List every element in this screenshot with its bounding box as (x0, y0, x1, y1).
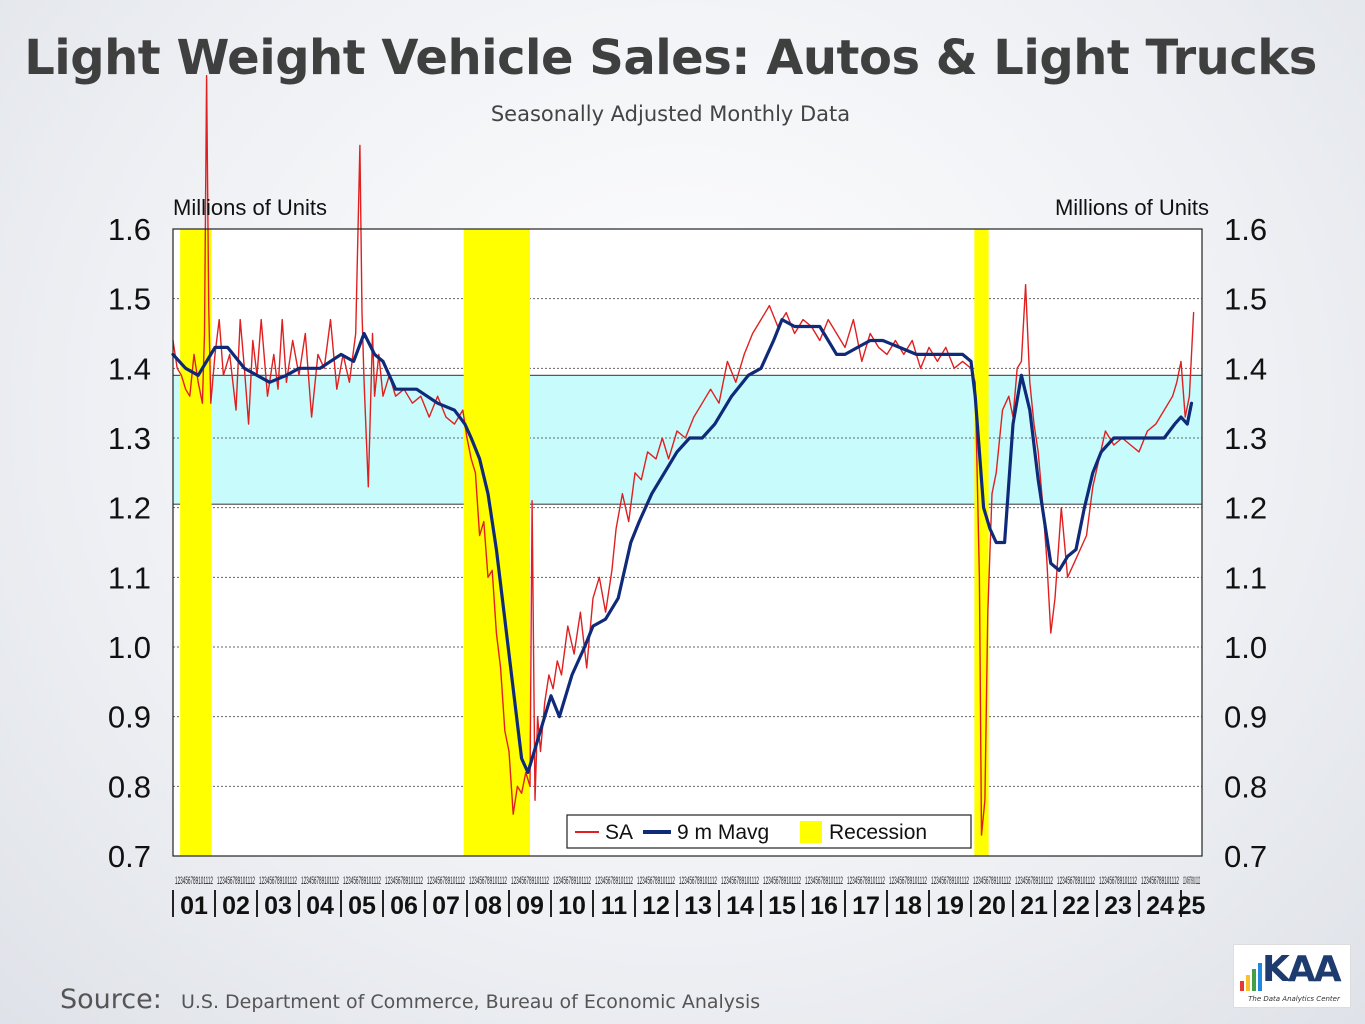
month-ticks-21: 123456789101112 (1015, 875, 1053, 887)
year-label-18: 18 (894, 892, 922, 920)
page-subtitle: Seasonally Adjusted Monthly Data (490, 102, 851, 126)
month-ticks-08: 123456789101112 (469, 875, 507, 887)
y-tick-right-3: 1.0 (1224, 630, 1267, 665)
year-label-17: 17 (852, 892, 880, 920)
y-tick-right-4: 1.1 (1224, 560, 1267, 595)
source-note: Source: U.S. Department of Commerce, Bur… (60, 984, 760, 1015)
month-ticks-19: 123456789101112 (931, 875, 969, 887)
year-label-05: 05 (348, 892, 376, 920)
y-tick-right-7: 1.4 (1224, 351, 1267, 386)
recession-bar-1 (180, 229, 212, 856)
year-label-25: 25 (1178, 892, 1206, 920)
y-tick-left-0: 0.7 (108, 839, 151, 874)
plot-area (173, 229, 1202, 856)
year-label-08: 08 (474, 892, 502, 920)
month-ticks-16: 123456789101112 (805, 875, 843, 887)
month-ticks-23: 123456789101112 (1099, 875, 1137, 887)
y-tick-left-6: 1.3 (108, 421, 151, 456)
mavg-line (171, 318, 1194, 775)
y-axis-label-left: Millions of Units (173, 195, 327, 220)
year-label-20: 20 (978, 892, 1006, 920)
month-ticks-22: 123456789101112 (1057, 875, 1095, 887)
y-axis-label-right: Millions of Units (1055, 195, 1209, 220)
logo-word: KAA (1262, 949, 1342, 990)
month-ticks-09: 123456789101112 (511, 875, 549, 887)
year-label-16: 16 (810, 892, 838, 920)
y-tick-left-7: 1.4 (108, 351, 151, 386)
year-label-21: 21 (1020, 892, 1048, 920)
year-label-12: 12 (642, 892, 670, 920)
month-ticks-13: 123456789101112 (679, 875, 717, 887)
month-ticks-17: 123456789101112 (847, 875, 885, 887)
source-label: Source: (60, 984, 162, 1015)
month-ticks-06: 123456789101112 (385, 875, 423, 887)
y-tick-right-2: 0.9 (1224, 700, 1267, 735)
y-tick-right-8: 1.5 (1224, 282, 1267, 317)
legend-recession-swatch (800, 821, 822, 843)
month-ticks-11: 123456789101112 (595, 875, 633, 887)
month-ticks-25: 123456789101112 (1183, 875, 1200, 887)
y-tick-right-0: 0.7 (1224, 839, 1267, 874)
year-label-06: 06 (390, 892, 418, 920)
month-ticks-02: 123456789101112 (217, 875, 255, 887)
y-tick-left-2: 0.9 (108, 700, 151, 735)
year-label-23: 23 (1104, 892, 1132, 920)
legend-recession-label: Recession (829, 821, 927, 844)
recession-bar-3 (974, 229, 989, 856)
page-title: Light Weight Vehicle Sales: Autos & Ligh… (24, 30, 1317, 86)
y-tick-left-9: 1.6 (108, 212, 151, 247)
legend-box (566, 814, 972, 849)
month-ticks-05: 123456789101112 (343, 875, 381, 887)
month-ticks-10: 123456789101112 (553, 875, 591, 887)
year-label-03: 03 (264, 892, 292, 920)
kaa-logo: KAA The Data Analytics Center (1233, 944, 1351, 1008)
year-label-07: 07 (432, 892, 460, 920)
month-ticks-04: 123456789101112 (301, 875, 339, 887)
month-ticks-01: 123456789101112 (175, 875, 213, 887)
y-tick-left-5: 1.2 (108, 491, 151, 526)
plot-border (172, 228, 1203, 857)
y-tick-right-1: 0.8 (1224, 769, 1267, 804)
year-label-19: 19 (936, 892, 964, 920)
month-ticks-18: 123456789101112 (889, 875, 927, 887)
y-tick-right-5: 1.2 (1224, 491, 1267, 526)
y-tick-right-6: 1.3 (1224, 421, 1267, 456)
month-ticks-15: 123456789101112 (763, 875, 801, 887)
month-ticks-14: 123456789101112 (721, 875, 759, 887)
year-label-24: 24 (1146, 892, 1174, 920)
year-label-02: 02 (222, 892, 250, 920)
year-label-15: 15 (768, 892, 796, 920)
y-tick-left-8: 1.5 (108, 282, 151, 317)
month-ticks-03: 123456789101112 (259, 875, 297, 887)
logo-bars-icon (1240, 961, 1264, 991)
source-text: U.S. Department of Commerce, Bureau of E… (180, 991, 761, 1013)
year-label-04: 04 (306, 892, 334, 920)
year-label-14: 14 (726, 892, 754, 920)
legend-sa-label: SA (605, 821, 633, 844)
month-ticks-20: 123456789101112 (973, 875, 1011, 887)
year-label-01: 01 (180, 892, 208, 920)
logo-tagline: The Data Analytics Center (1248, 995, 1340, 1003)
year-label-09: 09 (516, 892, 544, 920)
month-ticks-24: 123456789101112 (1141, 875, 1179, 887)
legend-mavg-label: 9 m Mavg (677, 821, 769, 844)
year-label-11: 11 (601, 892, 628, 920)
month-ticks-12: 123456789101112 (637, 875, 675, 887)
month-ticks-07: 123456789101112 (427, 875, 465, 887)
year-label-10: 10 (558, 892, 586, 920)
y-tick-left-3: 1.0 (108, 630, 151, 665)
y-tick-left-4: 1.1 (108, 560, 151, 595)
year-label-22: 22 (1062, 892, 1090, 920)
y-tick-left-1: 0.8 (108, 769, 151, 804)
year-label-13: 13 (684, 892, 712, 920)
y-tick-right-9: 1.6 (1224, 212, 1267, 247)
